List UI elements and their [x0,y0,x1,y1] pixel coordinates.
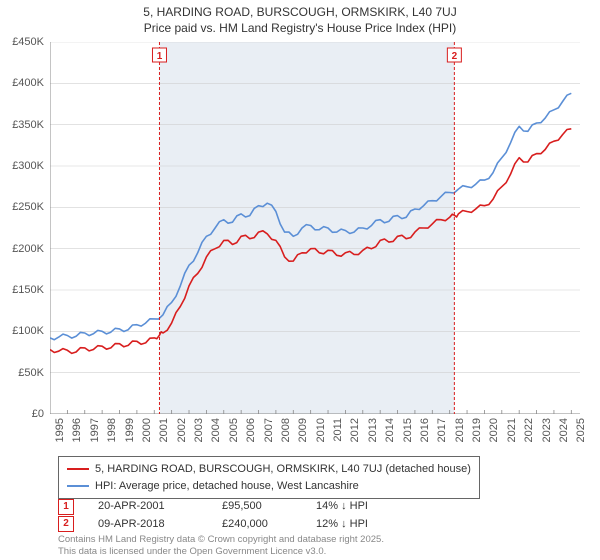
event-hpi-delta: 12% ↓ HPI [316,516,368,534]
x-tick-label: 2001 [158,418,170,442]
title-line1: 5, HARDING ROAD, BURSCOUGH, ORMSKIRK, L4… [0,4,600,20]
title-block: 5, HARDING ROAD, BURSCOUGH, ORMSKIRK, L4… [0,0,600,36]
x-tick-label: 2025 [575,418,587,442]
event-date: 20-APR-2001 [98,498,198,516]
x-tick-label: 2012 [349,418,361,442]
x-tick-label: 1997 [89,418,101,442]
x-axis-labels: 1995 1996 1997 1998 1999 2000 2001 2002 2003 2004… [50,418,580,458]
legend-swatch-icon [67,485,89,487]
title-line2: Price paid vs. HM Land Registry's House … [0,20,600,36]
y-tick-label: £0 [32,408,44,420]
footer-line: This data is licensed under the Open Gov… [58,546,384,558]
event-price: £95,500 [222,498,292,516]
x-tick-label: 2015 [402,418,414,442]
svg-text:1: 1 [157,51,163,62]
x-tick-label: 2003 [193,418,205,442]
x-tick-label: 2019 [471,418,483,442]
x-tick-label: 2016 [419,418,431,442]
x-tick-label: 2022 [523,418,535,442]
x-tick-label: 2011 [332,418,344,442]
footer-attribution: Contains HM Land Registry data © Crown c… [58,534,384,558]
y-tick-label: £50K [18,367,44,379]
x-tick-label: 2008 [280,418,292,442]
events-table: 1 20-APR-2001 £95,500 14% ↓ HPI 2 09-APR… [58,498,368,533]
x-tick-label: 1998 [106,418,118,442]
event-price: £240,000 [222,516,292,534]
legend-label: 5, HARDING ROAD, BURSCOUGH, ORMSKIRK, L4… [95,461,471,478]
x-tick-label: 2007 [263,418,275,442]
y-axis-labels: £0£50K£100K£150K£200K£250K£300K£350K£400… [0,42,46,414]
event-row: 2 09-APR-2018 £240,000 12% ↓ HPI [58,516,368,534]
event-hpi-delta: 14% ↓ HPI [316,498,368,516]
x-tick-label: 2005 [228,418,240,442]
event-marker-icon: 1 [58,499,74,515]
x-tick-label: 2006 [245,418,257,442]
y-tick-label: £400K [12,77,44,89]
x-tick-label: 1996 [71,418,83,442]
y-tick-label: £200K [12,243,44,255]
event-row: 1 20-APR-2001 £95,500 14% ↓ HPI [58,498,368,516]
y-tick-label: £100K [12,325,44,337]
footer-line: Contains HM Land Registry data © Crown c… [58,534,384,546]
legend: 5, HARDING ROAD, BURSCOUGH, ORMSKIRK, L4… [58,456,480,499]
legend-row: HPI: Average price, detached house, West… [67,478,471,495]
x-tick-label: 2002 [176,418,188,442]
y-tick-label: £300K [12,160,44,172]
x-tick-label: 2023 [541,418,553,442]
chart-container: 5, HARDING ROAD, BURSCOUGH, ORMSKIRK, L4… [0,0,600,560]
x-tick-label: 2017 [436,418,448,442]
x-tick-label: 2020 [488,418,500,442]
x-tick-label: 2009 [297,418,309,442]
y-tick-label: £250K [12,201,44,213]
svg-text:2: 2 [452,51,458,62]
x-tick-label: 1995 [54,418,66,442]
y-tick-label: £350K [12,119,44,131]
x-tick-label: 2014 [384,418,396,442]
y-tick-label: £450K [12,36,44,48]
event-date: 09-APR-2018 [98,516,198,534]
x-tick-label: 2013 [367,418,379,442]
y-tick-label: £150K [12,284,44,296]
x-tick-label: 1999 [124,418,136,442]
legend-label: HPI: Average price, detached house, West… [95,478,359,495]
event-marker-icon: 2 [58,516,74,532]
line-chart-svg: 12 [50,42,580,414]
chart-area: 12 [50,42,580,414]
x-tick-label: 2004 [210,418,222,442]
x-tick-label: 2010 [315,418,327,442]
x-tick-label: 2021 [506,418,518,442]
legend-row: 5, HARDING ROAD, BURSCOUGH, ORMSKIRK, L4… [67,461,471,478]
legend-swatch-icon [67,468,89,470]
x-tick-label: 2024 [558,418,570,442]
x-tick-label: 2018 [454,418,466,442]
x-tick-label: 2000 [141,418,153,442]
